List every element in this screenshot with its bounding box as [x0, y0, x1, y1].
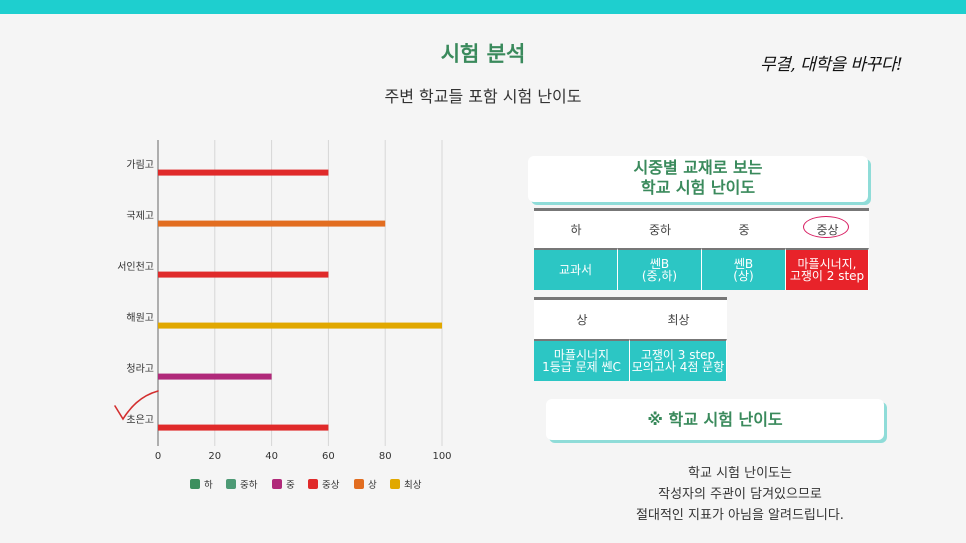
page-subtitle: 주변 학교들 포함 시험 난이도 — [384, 87, 582, 106]
table1-header-중: 중 — [702, 208, 786, 248]
x-tick-label: 80 — [379, 451, 392, 462]
textbook-difficulty-card: 시중별 교재로 보는 학교 시험 난이도 — [528, 156, 868, 202]
legend-label: 중상 — [322, 480, 340, 491]
table1-header-중하: 중하 — [618, 208, 702, 248]
legend-label: 중 — [286, 480, 295, 491]
category-label: 국제고 — [126, 210, 154, 222]
cell-text-line-2: 고쟁이 2 step — [789, 269, 865, 283]
cell-text-line-1: 마플시너지, — [797, 257, 857, 271]
card-title-line-1: 시중별 교재로 보는 — [633, 158, 763, 177]
cell-text-line-2: 1등급 문제 쎈C — [542, 360, 621, 374]
x-tick-label: 60 — [322, 451, 335, 462]
card-title-line-2: 학교 시험 난이도 — [640, 178, 756, 197]
legend-label: 중하 — [240, 479, 258, 491]
table1-header-하: 하 — [534, 208, 618, 248]
note-line-2: 작성자의 주관이 담겨있으므로 — [658, 487, 822, 502]
table2-cell-최상: 고쟁이 3 step 모의고사 4점 문항 — [630, 339, 727, 381]
table2-cell-상: 마플시너지 1등급 문제 쎈C — [534, 339, 630, 381]
legend-label: 하 — [204, 479, 213, 491]
cell-text-line-2: 모의고사 4점 문항 — [631, 360, 725, 374]
category-label: 초은고 — [126, 414, 154, 426]
table2-header-상: 상 — [534, 297, 630, 339]
cell-text-line-2: (상) — [733, 269, 754, 283]
top-accent-bar — [0, 0, 966, 14]
table1-cell-쎈B-상: 쎈B (상) — [702, 248, 786, 290]
table1-cell-쎈B-중하: 쎈B (중,하) — [618, 248, 702, 290]
difficulty-note-card: ※ 학교 시험 난이도 — [546, 399, 884, 440]
cell-text-line-1: 고쟁이 3 step — [640, 348, 716, 362]
note-line-1: 학교 시험 난이도는 — [688, 466, 792, 481]
bar — [158, 271, 329, 278]
x-tick-label: 100 — [432, 451, 451, 462]
page-title: 시험 분석 — [440, 42, 526, 66]
bar — [158, 373, 272, 380]
category-label: 청라고 — [126, 363, 154, 375]
legend-swatch — [226, 479, 236, 489]
table1-cell-교과서: 교과서 — [534, 248, 618, 290]
bar — [158, 424, 329, 431]
x-tick-label: 40 — [265, 451, 278, 462]
legend-swatch — [354, 479, 364, 489]
legend-swatch — [390, 479, 400, 489]
x-tick-label: 0 — [155, 451, 161, 462]
legend-label: 최상 — [404, 480, 422, 491]
highlight-circle — [803, 216, 849, 238]
legend-swatch — [190, 479, 200, 489]
category-label: 해원고 — [126, 311, 154, 324]
legend-swatch — [272, 479, 282, 489]
bar — [158, 220, 386, 227]
category-label: 가림고 — [126, 159, 154, 171]
table2-header-최상: 최상 — [630, 297, 727, 339]
cell-text-line-1: 마플시너지 — [553, 348, 610, 362]
note-line-3: 절대적인 지표가 아님을 알려드립니다. — [636, 508, 844, 523]
bar — [158, 169, 329, 176]
legend-swatch — [308, 479, 318, 489]
disclaimer-note: 학교 시험 난이도는 작성자의 주관이 담겨있으므로 절대적인 지표가 아님을 … — [600, 463, 880, 526]
legend-label: 상 — [368, 480, 377, 491]
brand-slogan: 무결, 대학을 바꾸다! — [760, 55, 903, 75]
category-label: 서인천고 — [117, 261, 154, 273]
x-tick-label: 20 — [208, 451, 221, 462]
cell-text-line-1: 쎈B — [649, 257, 670, 271]
cell-text: 교과서 — [558, 263, 593, 277]
cell-text-line-1: 쎈B — [733, 257, 754, 271]
checkmark-icon — [114, 390, 159, 421]
table1-cell-마플시너지: 마플시너지, 고쟁이 2 step — [786, 248, 869, 290]
bar — [158, 322, 442, 329]
cell-text-line-2: (중,하) — [641, 269, 678, 283]
